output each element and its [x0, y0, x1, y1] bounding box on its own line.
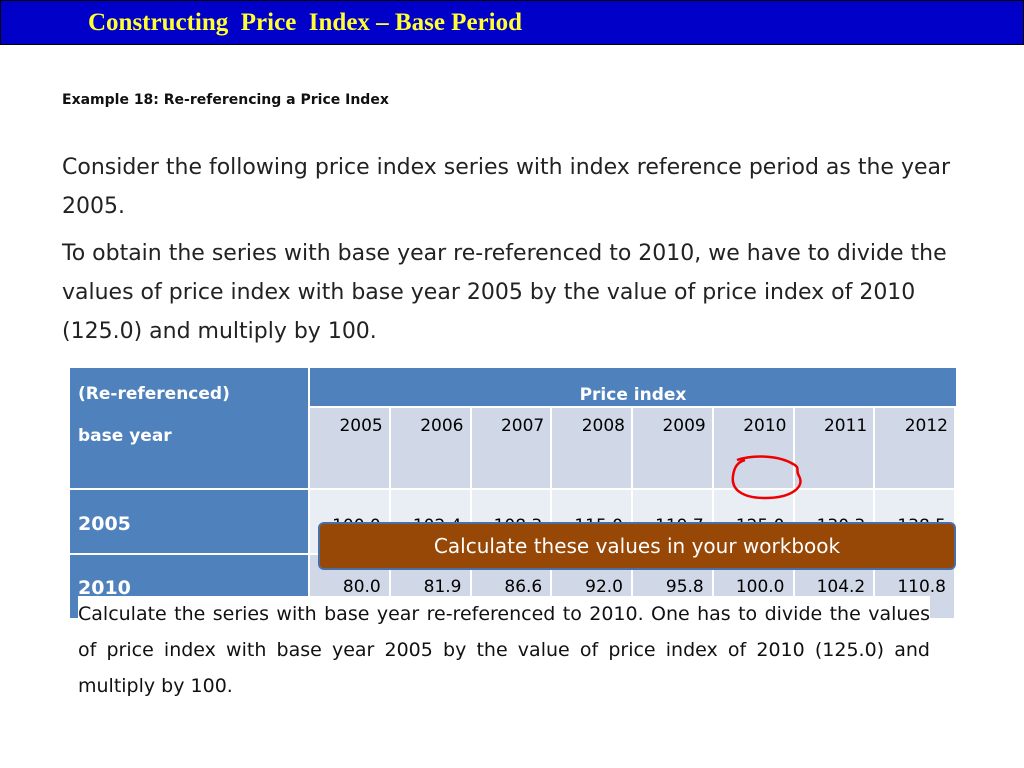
column-header: 2007 — [471, 408, 553, 490]
header-bar: Constructing Price Index – Base Period — [0, 0, 1024, 45]
column-header: 2010 — [713, 408, 795, 490]
paragraph: Consider the following price index serie… — [62, 155, 951, 219]
example-title: Example 18: Re-referencing a Price Index — [62, 92, 389, 108]
red-circle-annotation — [731, 455, 802, 500]
callout: Calculate these values in your workbook — [318, 522, 956, 570]
column-header: 2006 — [390, 408, 472, 490]
corner-label: (Re-referenced) — [78, 384, 230, 404]
corner-cell — [70, 368, 310, 490]
corner-label: base year — [78, 426, 172, 446]
column-header: 2009 — [633, 408, 714, 490]
footnote: Calculate the series with base year re-r… — [78, 596, 930, 704]
column-header: 2005 — [310, 408, 391, 490]
paragraph: To obtain the series with base year re-r… — [62, 241, 947, 344]
column-header: 2011 — [794, 408, 876, 490]
row-header: 2005 — [70, 490, 310, 555]
price-table: (Re-referenced) base year Price index 2005 2… — [70, 368, 956, 620]
column-header: 2008 — [552, 408, 633, 490]
header-title: Constructing Price Index – Base Period — [88, 9, 522, 36]
column-header: 2012 — [875, 408, 956, 490]
group-header: Price index — [310, 368, 956, 408]
